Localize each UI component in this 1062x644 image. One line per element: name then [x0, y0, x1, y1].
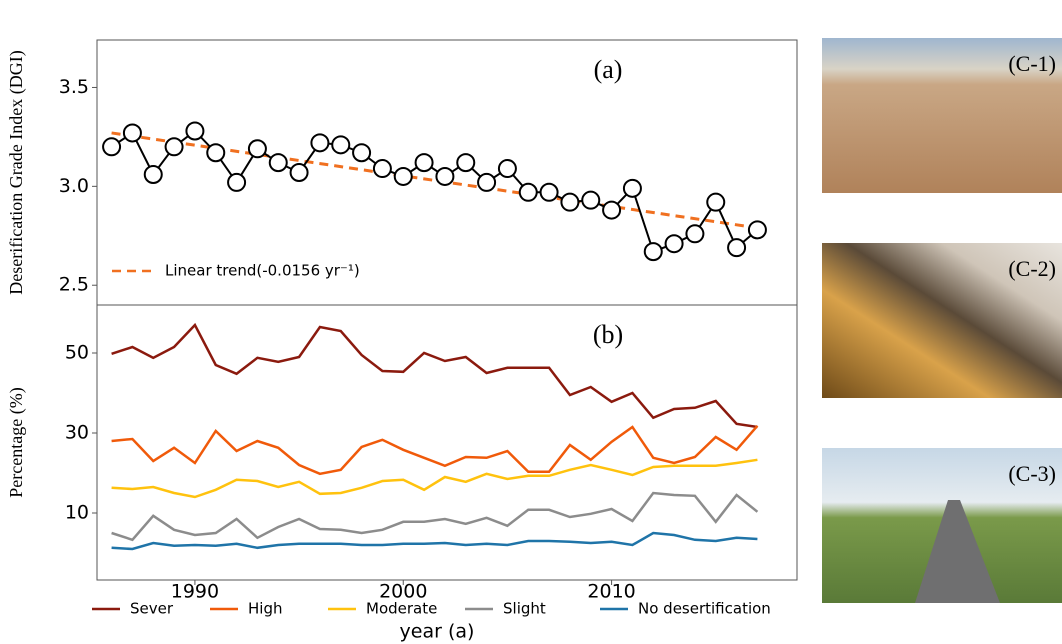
- point: [143, 164, 163, 184]
- y-tick-label: 3.5: [59, 76, 89, 98]
- point: [352, 143, 372, 163]
- series-line: [111, 322, 758, 429]
- legend-label: Slight: [503, 600, 546, 618]
- point: [268, 153, 288, 173]
- photo-label: (C-3): [1008, 461, 1056, 486]
- point: [539, 182, 559, 202]
- series-line: [111, 458, 758, 499]
- y-tick-label: 50: [65, 342, 89, 364]
- y-axis-label: Percentage (%): [6, 387, 27, 497]
- point: [727, 238, 747, 258]
- point: [102, 137, 122, 157]
- point: [477, 172, 497, 192]
- point: [393, 166, 413, 186]
- legend-label: Sever: [130, 600, 174, 618]
- photo-label: (C-1): [1008, 51, 1056, 76]
- legend-label: Linear trend(-0.0156 yr⁻¹): [165, 262, 360, 280]
- point: [289, 163, 309, 182]
- point: [706, 192, 726, 212]
- series-line: [111, 424, 759, 476]
- point: [164, 137, 184, 157]
- x-tick-label: 1990: [171, 581, 219, 603]
- legend-label: Moderate: [366, 600, 437, 618]
- point: [581, 190, 601, 210]
- point: [747, 220, 767, 240]
- x-tick-label: 2010: [587, 581, 635, 603]
- point: [456, 153, 476, 173]
- series-line: [111, 531, 758, 551]
- panel-label: (a): [594, 55, 623, 84]
- point: [247, 139, 267, 159]
- point: [122, 123, 142, 143]
- photos: (C-1) (C-2) (C-3): [822, 38, 1062, 603]
- y-axis-label: Deserification Grade Index (DGI): [6, 50, 27, 294]
- legend-label: No desertification: [638, 600, 771, 618]
- point: [435, 166, 455, 186]
- x-tick-label: 2000: [379, 581, 427, 603]
- point: [227, 172, 247, 192]
- photo-label: (C-2): [1008, 256, 1056, 281]
- point: [643, 242, 663, 262]
- point: [664, 234, 684, 254]
- legend-label: High: [248, 600, 282, 618]
- point: [414, 153, 434, 173]
- photo-dunes: [822, 243, 1062, 398]
- panel-label: (b): [593, 320, 623, 349]
- point: [206, 143, 226, 163]
- point: [372, 159, 392, 179]
- photo-desert: [822, 38, 1062, 193]
- point: [602, 200, 622, 220]
- series-line: [111, 491, 759, 542]
- point: [560, 192, 580, 212]
- point: [185, 121, 205, 141]
- point: [685, 224, 705, 244]
- x-axis-label: year (a): [400, 621, 475, 643]
- point: [331, 135, 351, 155]
- point: [497, 159, 517, 179]
- road: [915, 500, 1000, 603]
- point: [518, 182, 538, 202]
- y-tick-label: 3.0: [59, 175, 89, 197]
- point: [310, 133, 330, 153]
- y-tick-label: 10: [65, 502, 89, 524]
- plot-frame: [96, 304, 798, 581]
- y-tick-label: 2.5: [59, 274, 89, 296]
- y-tick-label: 30: [65, 422, 89, 444]
- point: [622, 178, 642, 198]
